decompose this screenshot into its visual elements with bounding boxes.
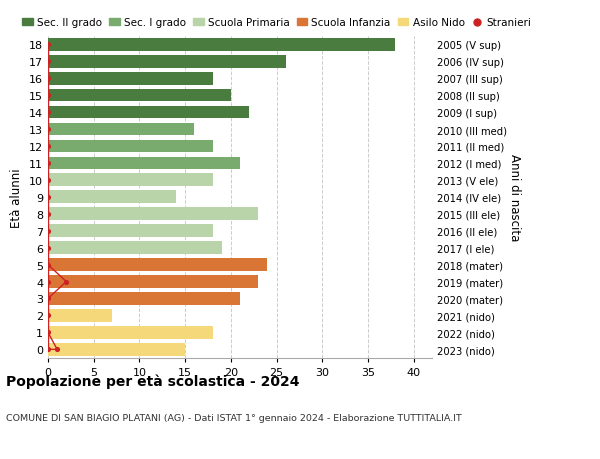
Bar <box>48 106 249 119</box>
Point <box>43 228 53 235</box>
Bar <box>48 309 112 322</box>
Point <box>43 58 53 66</box>
Point <box>43 160 53 167</box>
Bar <box>48 174 212 187</box>
Point <box>61 278 71 285</box>
Bar <box>48 56 286 68</box>
Bar <box>48 343 185 356</box>
Bar <box>48 191 176 204</box>
Point <box>43 92 53 100</box>
Point <box>43 126 53 134</box>
Y-axis label: Età alunni: Età alunni <box>10 168 23 227</box>
Bar <box>48 292 240 305</box>
Bar <box>48 123 194 136</box>
Point <box>43 312 53 319</box>
Point <box>43 143 53 150</box>
Text: COMUNE DI SAN BIAGIO PLATANI (AG) - Dati ISTAT 1° gennaio 2024 - Elaborazione TU: COMUNE DI SAN BIAGIO PLATANI (AG) - Dati… <box>6 413 462 422</box>
Point <box>43 329 53 336</box>
Legend: Sec. II grado, Sec. I grado, Scuola Primaria, Scuola Infanzia, Asilo Nido, Stran: Sec. II grado, Sec. I grado, Scuola Prim… <box>22 18 532 28</box>
Bar <box>48 90 231 102</box>
Text: Popolazione per età scolastica - 2024: Popolazione per età scolastica - 2024 <box>6 374 299 389</box>
Point <box>52 346 62 353</box>
Bar <box>48 208 258 221</box>
Bar <box>48 157 240 170</box>
Point <box>43 245 53 252</box>
Bar <box>48 225 212 237</box>
Point <box>43 177 53 184</box>
Point <box>43 211 53 218</box>
Point <box>43 194 53 201</box>
Point <box>43 109 53 117</box>
Point <box>43 295 53 302</box>
Bar <box>48 39 395 51</box>
Bar <box>48 73 212 85</box>
Point <box>43 346 53 353</box>
Bar <box>48 242 222 254</box>
Bar <box>48 275 258 288</box>
Bar <box>48 259 268 271</box>
Bar <box>48 140 212 153</box>
Y-axis label: Anni di nascita: Anni di nascita <box>508 154 521 241</box>
Bar <box>48 326 212 339</box>
Point <box>43 261 53 269</box>
Point <box>43 75 53 83</box>
Point <box>43 41 53 49</box>
Point <box>43 278 53 285</box>
